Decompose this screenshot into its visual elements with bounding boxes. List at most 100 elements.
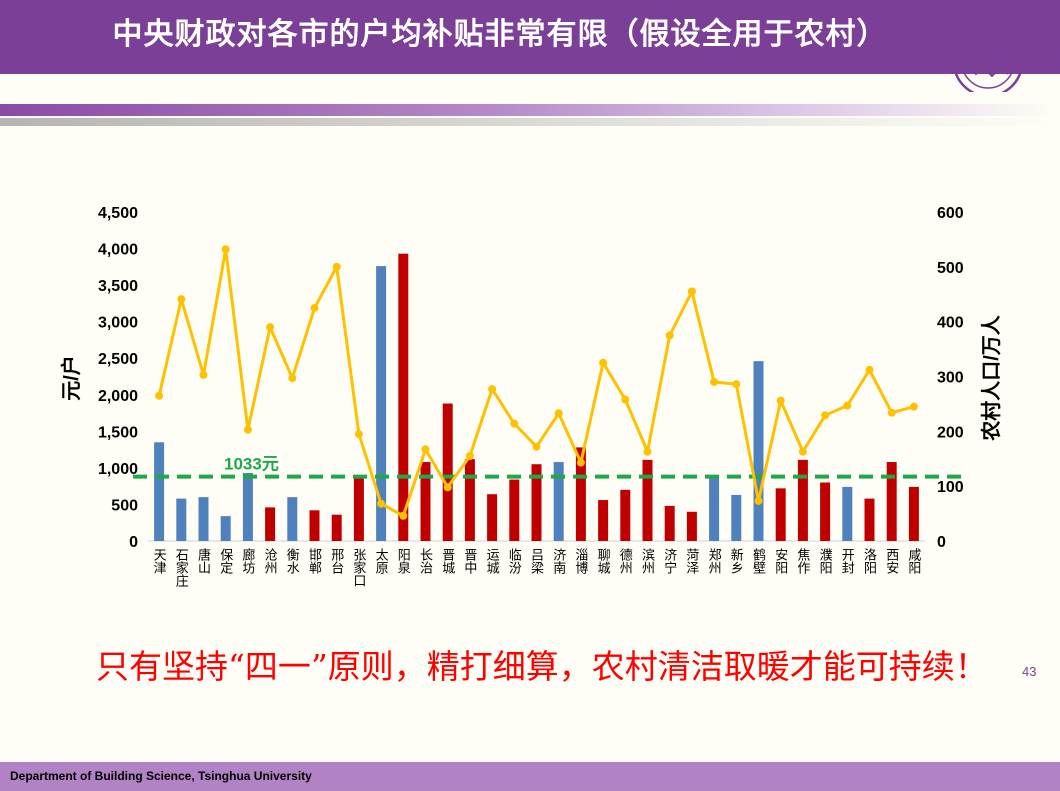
line-point [465, 452, 474, 461]
bar [686, 511, 697, 541]
x-tick-label: 廊坊 [240, 547, 255, 575]
x-tick-label: 邯郸 [307, 548, 322, 574]
y-left-tick-label: 2,000 [98, 388, 138, 405]
bar-series [154, 253, 919, 541]
y-left-tick-label: 4,000 [98, 242, 138, 259]
y-left-tick-label: 1,000 [98, 461, 138, 478]
y-left-tick-label: 1,500 [98, 424, 138, 441]
y-right-tick-label: 300 [937, 370, 964, 387]
line-point [288, 374, 297, 383]
line-point [887, 408, 896, 417]
bar [376, 266, 387, 541]
x-tick-label: 运城 [485, 548, 500, 575]
y-left-tick-label: 3,000 [98, 315, 138, 332]
x-tick-label: 衡水 [285, 548, 300, 574]
line-point [710, 377, 719, 386]
line-point [443, 483, 452, 492]
bar [309, 510, 320, 541]
line-point [199, 370, 208, 379]
x-tick-label: 德州 [618, 548, 633, 574]
bar [598, 500, 609, 541]
x-tick-label: 晋城 [440, 548, 455, 575]
x-tick-label: 石家庄 [174, 548, 189, 588]
y-left-tick-label: 2,500 [98, 351, 138, 368]
bar [420, 462, 431, 541]
bar [664, 505, 675, 541]
bar [620, 489, 631, 541]
x-tick-label: 唐山 [196, 547, 211, 574]
line-point [354, 430, 363, 439]
bar [464, 459, 475, 541]
line-point [332, 262, 341, 271]
y-right-tick-label: 0 [937, 534, 946, 551]
x-tick-label: 长治 [418, 548, 433, 574]
line-point [377, 499, 386, 508]
line-point [399, 511, 408, 520]
bar [864, 498, 875, 541]
x-tick-label: 保定 [218, 548, 233, 575]
line-point [643, 447, 652, 456]
bar [731, 494, 742, 541]
line-point [243, 425, 252, 434]
x-axis: 天津 石家庄 唐山 保定 廊坊 沧州 衡水 邯郸 邢台 张家口 太原 阳泉 长治 晋城 晋中 运城 临汾 吕梁 济南… [152, 547, 922, 588]
y-left-axis: 0 500 1,000 1,500 2,000 2,500 3,000 3,500 4,000 4… [98, 205, 138, 551]
bar [353, 475, 364, 541]
x-tick-label: 张家口 [351, 548, 366, 587]
shadow-line [0, 118, 1060, 126]
line-point [754, 496, 763, 505]
x-tick-label: 滨州 [640, 547, 655, 574]
x-tick-label: 沧州 [263, 547, 278, 574]
bar [553, 462, 564, 541]
bar [908, 486, 919, 541]
bar [797, 459, 808, 541]
footer-text: Department of Building Science, Tsinghua… [10, 769, 312, 783]
bar [242, 473, 253, 541]
bar [154, 442, 165, 541]
y-right-tick-label: 500 [937, 260, 964, 277]
bar [531, 464, 542, 541]
x-tick-label: 安阳 [773, 548, 788, 574]
line-point [532, 442, 541, 451]
x-tick-label: 临汾 [507, 548, 522, 574]
x-tick-label: 济宁 [662, 548, 677, 574]
bar [575, 447, 586, 541]
line-point [155, 391, 164, 400]
bar [775, 488, 786, 541]
bar [753, 361, 764, 541]
line-point [599, 358, 608, 367]
line-point [865, 365, 874, 374]
y-left-axis-label: 元/户 [59, 355, 83, 401]
bar [886, 462, 897, 541]
line-point [732, 380, 741, 389]
line-point [221, 245, 230, 254]
line-point [510, 419, 519, 428]
line-point [798, 447, 807, 456]
bar [820, 482, 831, 541]
y-left-tick-label: 3,500 [98, 278, 138, 295]
slide-title: 中央财政对各市的户均补贴非常有限（假设全用于农村） [112, 17, 888, 52]
footer-bar: Department of Building Science, Tsinghua… [0, 762, 1060, 791]
x-tick-label: 鹤壁 [751, 547, 766, 574]
x-tick-label: 菏泽 [684, 548, 699, 574]
x-tick-label: 开封 [840, 548, 855, 574]
x-tick-label: 天津 [152, 548, 167, 574]
x-tick-label: 淄博 [573, 548, 588, 574]
x-tick-label: 阳泉 [396, 548, 411, 574]
line-point [776, 396, 785, 405]
bar [331, 514, 342, 541]
x-tick-label: 咸阳 [906, 548, 921, 574]
line-point [488, 385, 497, 394]
conclusion-message: 只有坚持“四一”原则，精打细算，农村清洁取暖才能可持续！ [96, 647, 988, 686]
bar [198, 497, 209, 541]
x-tick-label: 济南 [551, 548, 566, 574]
line-point [421, 445, 430, 454]
bar [642, 459, 653, 541]
bar [709, 476, 720, 541]
x-tick-label: 郑州 [707, 548, 722, 574]
chart: 0 500 1,000 1,500 2,000 2,500 3,000 3,500 4,000 4… [59, 205, 1003, 588]
bar [398, 253, 409, 541]
x-tick-label: 新乡 [729, 547, 744, 574]
line-point [576, 458, 585, 467]
bar [842, 486, 853, 541]
y-left-tick-label: 4,500 [98, 205, 138, 222]
